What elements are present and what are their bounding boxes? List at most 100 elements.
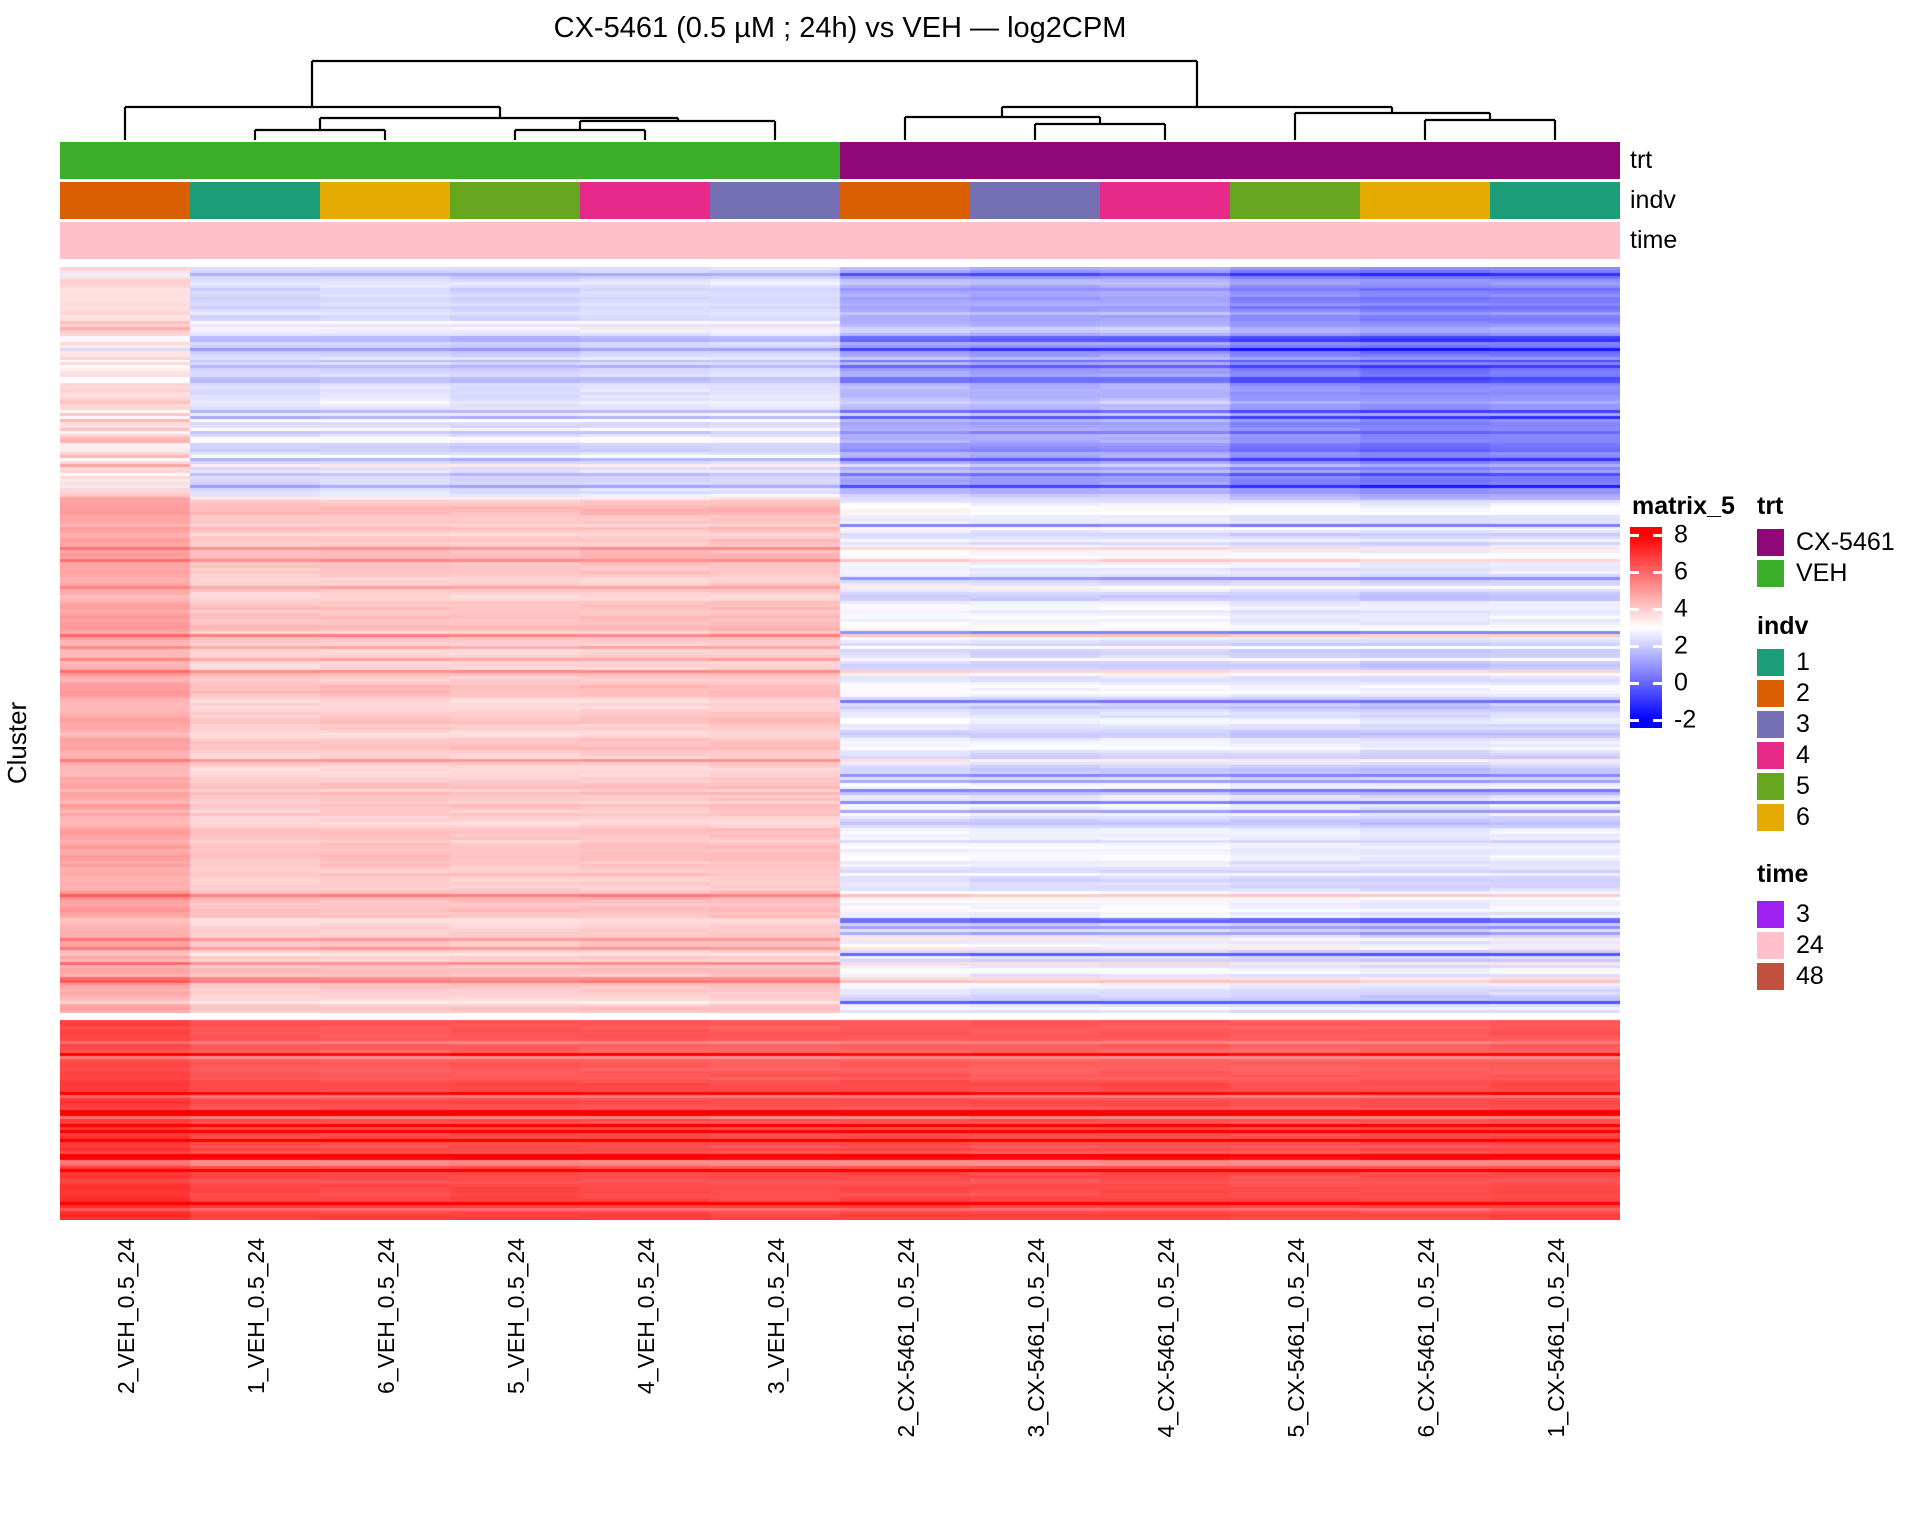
colorbar-tick-mark: [1653, 608, 1662, 611]
indv-legend-label: 2: [1796, 679, 1810, 707]
indv-annotation-cell: [190, 182, 320, 219]
column-dendrogram: [123, 59, 1557, 140]
time-annotation-cell: [320, 222, 450, 259]
trt-legend-item: CX-5461: [1757, 528, 1895, 557]
indv-annotation-cell: [60, 182, 190, 219]
matrix-legend-title: matrix_5: [1632, 492, 1735, 520]
indv-legend-title: indv: [1757, 612, 1809, 640]
colorbar-tick-mark: [1653, 534, 1662, 537]
time-annotation-cell: [840, 222, 970, 259]
column-label: 6_CX-5461_0.5_24: [1413, 1238, 1439, 1438]
column-label: 5_CX-5461_0.5_24: [1283, 1238, 1309, 1438]
colorbar-tick-mark: [1630, 534, 1639, 537]
colorbar-tick-label: -2: [1674, 705, 1697, 734]
indv-legend-swatch: [1757, 742, 1784, 769]
plot-title: CX-5461 (0.5 µM ; 24h) vs VEH — log2CPM: [553, 12, 1127, 44]
indv-legend-item: 5: [1757, 772, 1810, 801]
time-annotation-cell: [1100, 222, 1230, 259]
indv-annotation-cell: [970, 182, 1100, 219]
time-annotation-cell: [60, 222, 190, 259]
trt-annotation-cell: [1490, 142, 1620, 179]
time-legend-swatch: [1757, 901, 1784, 928]
time-legend-label: 24: [1796, 931, 1824, 959]
colorbar-tick-mark: [1653, 571, 1662, 574]
trt-annotation-cell: [60, 142, 190, 179]
colorbar-tick-mark: [1653, 645, 1662, 648]
trt-legend-label: VEH: [1796, 559, 1848, 587]
time-annotation-cell: [970, 222, 1100, 259]
indv-annotation-cell: [1230, 182, 1360, 219]
trt-legend-swatch: [1757, 560, 1784, 587]
time-legend-item: 24: [1757, 931, 1824, 960]
indv-annotation-cell: [450, 182, 580, 219]
column-labels: 2_VEH_0.5_24 1_VEH_0.5_24 6_VEH_0.5_24 5_VE…: [113, 1238, 1569, 1438]
trt-annotation-cell: [1360, 142, 1490, 179]
indv-annotation-cell: [580, 182, 710, 219]
colorbar-tick-mark: [1653, 682, 1662, 685]
column-label: 1_CX-5461_0.5_24: [1543, 1238, 1569, 1438]
trt-annotation-cell: [710, 142, 840, 179]
column-label: 3_VEH_0.5_24: [763, 1238, 789, 1394]
row-cluster-title: Cluster: [2, 701, 32, 784]
indv-legend-item: 4: [1757, 741, 1810, 770]
time-annotation-cell: [710, 222, 840, 259]
trt-annotation-cell: [1100, 142, 1230, 179]
time-annotation-cell: [1490, 222, 1620, 259]
indv-legend-label: 6: [1796, 803, 1810, 831]
indv-legend-swatch: [1757, 680, 1784, 707]
indv-legend-item: 6: [1757, 803, 1810, 832]
time-annotation-cell: [450, 222, 580, 259]
trt-annotation-label: trt: [1630, 146, 1653, 174]
colorbar-tick-label: 8: [1674, 520, 1688, 549]
time-legend-label: 48: [1796, 962, 1824, 990]
indv-legend-swatch: [1757, 773, 1784, 800]
time-legend-swatch: [1757, 963, 1784, 990]
colorbar-tick-mark: [1630, 645, 1639, 648]
time-annotation-cell: [580, 222, 710, 259]
time-annotation-label: time: [1630, 226, 1678, 254]
column-label: 4_CX-5461_0.5_24: [1153, 1238, 1179, 1438]
time-legend-item: 3: [1757, 900, 1810, 929]
time-legend-item: 48: [1757, 962, 1824, 991]
trt-annotation-cell: [840, 142, 970, 179]
column-label: 4_VEH_0.5_24: [633, 1238, 659, 1394]
indv-annotation-cell: [1360, 182, 1490, 219]
trt-annotation-cell: [190, 142, 320, 179]
colorbar-tick-mark: [1653, 719, 1662, 722]
colorbar-tick-mark: [1630, 682, 1639, 685]
time-annotation-cell: [190, 222, 320, 259]
indv-annotation-cell: [840, 182, 970, 219]
time-annotation-cell: [1230, 222, 1360, 259]
time-annotation-cell: [1360, 222, 1490, 259]
trt-annotation-cell: [970, 142, 1100, 179]
indv-annotation-cell: [710, 182, 840, 219]
trt-annotation-cell: [1230, 142, 1360, 179]
trt-annotation-cell: [580, 142, 710, 179]
indv-legend-label: 1: [1796, 648, 1810, 676]
indv-legend-item: 2: [1757, 679, 1810, 708]
heatmap-body: [60, 267, 1620, 1220]
trt-annotation-cell: [450, 142, 580, 179]
indv-legend-label: 4: [1796, 741, 1810, 769]
colorbar-tick-label: 0: [1674, 668, 1688, 697]
column-label: 3_CX-5461_0.5_24: [1023, 1238, 1049, 1438]
colorbar-tick-mark: [1630, 571, 1639, 574]
column-label: 2_VEH_0.5_24: [113, 1238, 139, 1394]
indv-legend-item: 1: [1757, 648, 1810, 677]
time-legend-label: 3: [1796, 900, 1810, 928]
indv-legend-item: 3: [1757, 710, 1810, 739]
indv-annotation-cell: [1490, 182, 1620, 219]
indv-legend-swatch: [1757, 804, 1784, 831]
indv-annotation-cell: [320, 182, 450, 219]
colorbar-tick-mark: [1630, 608, 1639, 611]
matrix-colorbar: [1630, 527, 1662, 728]
trt-annotation-cell: [320, 142, 450, 179]
column-label: 6_VEH_0.5_24: [373, 1238, 399, 1394]
indv-legend-swatch: [1757, 711, 1784, 738]
trt-legend-title: trt: [1757, 492, 1784, 520]
colorbar-tick-label: 4: [1674, 594, 1688, 623]
colorbar-tick-label: 2: [1674, 631, 1688, 660]
column-label: 5_VEH_0.5_24: [503, 1238, 529, 1394]
trt-legend-item: VEH: [1757, 559, 1847, 588]
